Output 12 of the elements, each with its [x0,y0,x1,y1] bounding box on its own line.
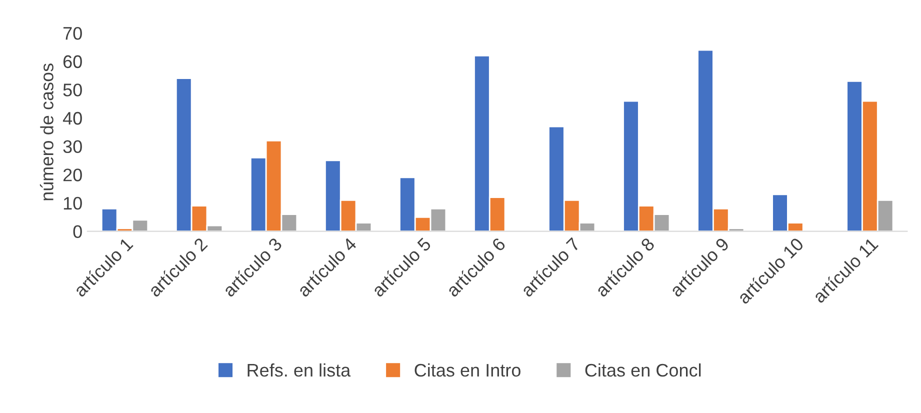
y-tick-label: 10 [64,196,82,210]
y-tick-label: 60 [63,55,82,68]
y-tick-label: 50 [63,84,82,96]
legend-label: Citas en Intro [414,363,520,377]
y-tick-label: 20 [63,168,82,182]
y-tick-label: 40 [62,112,82,125]
y-axis-title: número de casos [40,64,54,200]
legend-label: Citas en Concl [585,363,701,377]
legend-label: Refs. en lista [248,363,351,377]
y-tick-label: 0 [73,225,82,238]
y-tick-label: 70 [63,26,82,40]
y-tick-label: 30 [63,140,82,154]
